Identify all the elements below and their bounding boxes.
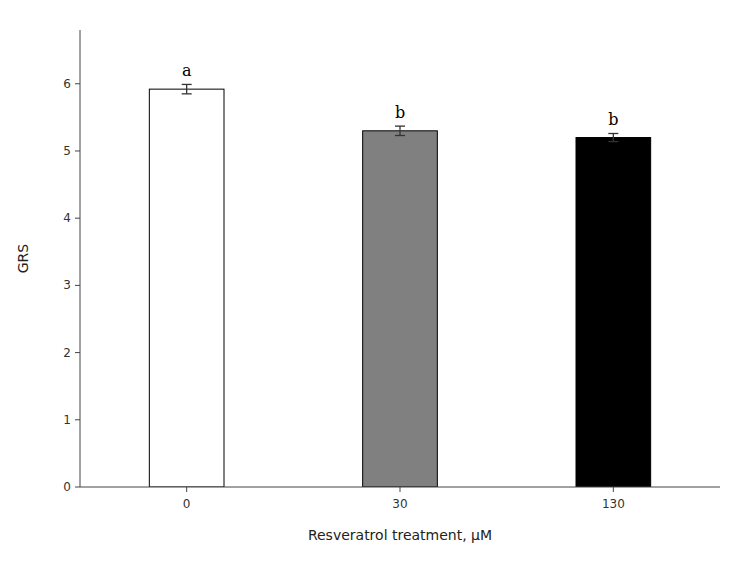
- error-bar: [182, 84, 192, 93]
- y-tick-label: 4: [63, 211, 71, 225]
- y-tick-label: 5: [63, 144, 71, 158]
- y-tick-label: 2: [63, 346, 71, 360]
- y-tick: [75, 352, 80, 353]
- chart-svg: a b b 0 1 2 3 4 5 6 0 30 130 Resveratrol treatment, μ…: [0, 0, 750, 562]
- error-bar-line: [182, 93, 192, 94]
- y-tick: [75, 487, 80, 488]
- x-tick: [400, 487, 401, 492]
- y-axis-line: [80, 30, 81, 487]
- x-tick: [186, 487, 187, 492]
- y-axis-label: GRS: [15, 244, 31, 274]
- significance-label: b: [608, 110, 618, 129]
- x-tick: [613, 487, 614, 492]
- y-tick-label: 0: [63, 480, 71, 494]
- bar: [363, 131, 438, 487]
- x-tick-label: 130: [602, 497, 625, 511]
- x-tick-label: 30: [392, 497, 407, 511]
- y-tick: [75, 218, 80, 219]
- bar: [576, 138, 651, 487]
- error-bar-line: [395, 135, 405, 136]
- x-tick-label: 0: [183, 497, 191, 511]
- bar: [149, 89, 224, 487]
- error-bar-line: [186, 84, 187, 93]
- y-tick: [75, 83, 80, 84]
- chart-container: a b b 0 1 2 3 4 5 6 0 30 130 Resveratrol treatment, μ…: [0, 0, 750, 562]
- y-tick-label: 6: [63, 77, 71, 91]
- error-bar-line: [182, 84, 192, 85]
- y-tick: [75, 285, 80, 286]
- y-tick: [75, 150, 80, 151]
- significance-label: a: [182, 61, 192, 80]
- y-tick-label: 1: [63, 413, 71, 427]
- error-bar-line: [395, 125, 405, 126]
- y-tick-label: 3: [63, 278, 71, 292]
- y-tick: [75, 419, 80, 420]
- error-bar: [608, 133, 618, 141]
- error-bar-line: [608, 141, 618, 142]
- error-bar: [395, 126, 405, 135]
- significance-label: b: [395, 103, 405, 122]
- x-axis-label: Resveratrol treatment, μM: [308, 527, 492, 543]
- error-bar-line: [399, 126, 400, 135]
- error-bar-line: [608, 133, 618, 134]
- plot-area: [149, 84, 650, 487]
- error-bar-line: [613, 133, 614, 141]
